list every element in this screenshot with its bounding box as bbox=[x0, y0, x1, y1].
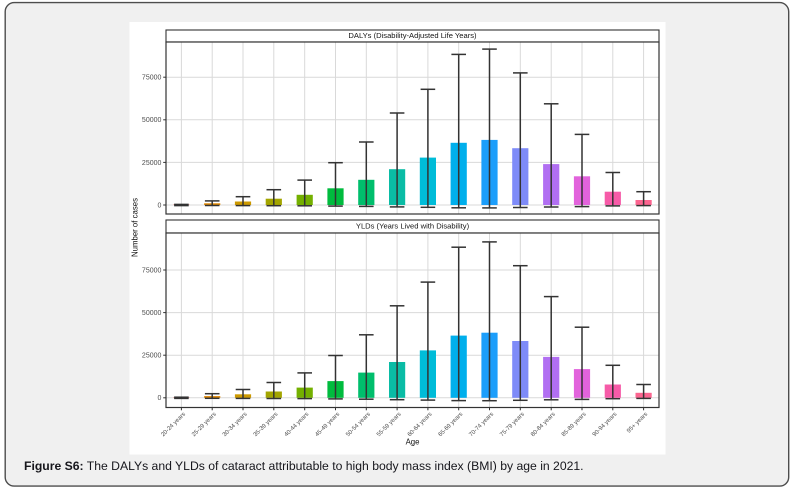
svg-text:50000: 50000 bbox=[142, 117, 162, 124]
svg-text:YLDs (Years Lived with Disabil: YLDs (Years Lived with Disability) bbox=[356, 222, 470, 231]
svg-text:DALYs (Disability-Adjusted Lif: DALYs (Disability-Adjusted Life Years) bbox=[348, 31, 477, 40]
svg-text:Figure S6: The DALYs and YLDs: Figure S6: The DALYs and YLDs of catarac… bbox=[24, 459, 584, 473]
svg-text:Age: Age bbox=[406, 437, 420, 446]
svg-text:25000: 25000 bbox=[142, 353, 162, 360]
svg-text:0: 0 bbox=[157, 395, 161, 402]
svg-text:25000: 25000 bbox=[142, 160, 162, 167]
svg-text:75000: 75000 bbox=[142, 267, 162, 274]
svg-text:Number of cases: Number of cases bbox=[131, 198, 140, 257]
svg-text:75000: 75000 bbox=[142, 75, 162, 82]
svg-text:0: 0 bbox=[157, 202, 161, 209]
svg-text:50000: 50000 bbox=[142, 310, 162, 317]
